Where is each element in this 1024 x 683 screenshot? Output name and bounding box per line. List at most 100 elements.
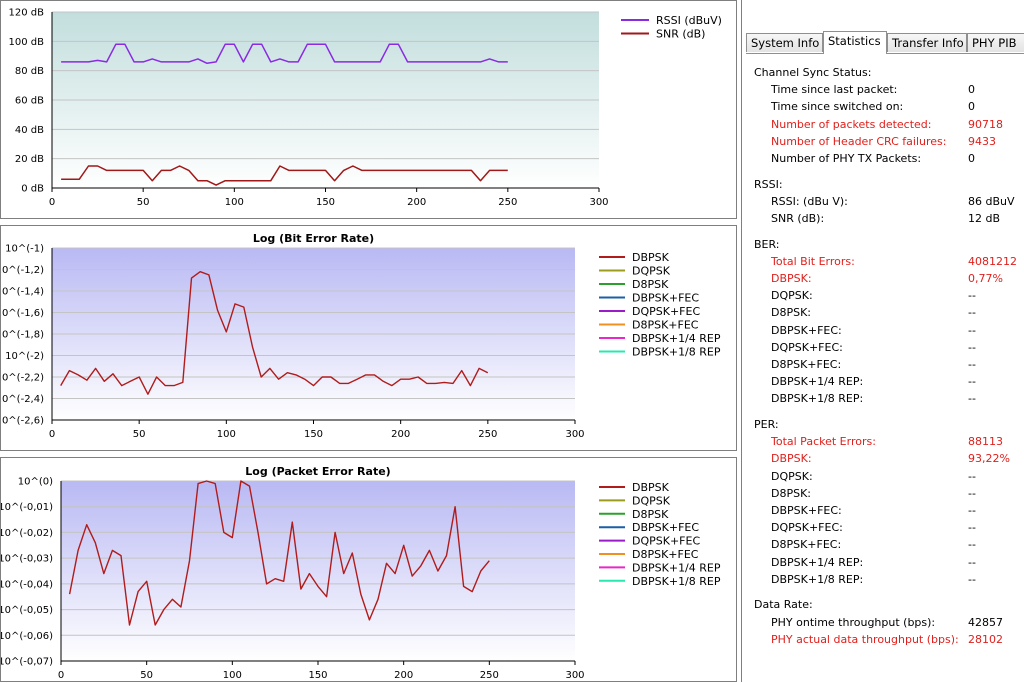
- legend-label: DBPSK+1/4 REP: [632, 561, 721, 574]
- stat-row: SNR (dB): 12 dB: [771, 212, 1001, 225]
- y-tick-label: 10^(-1,8): [1, 330, 44, 341]
- y-tick-label: 10^(-0,04): [1, 579, 53, 590]
- x-tick-label: 150: [308, 670, 327, 681]
- ber-chart-panel: 10^(-2,6) 10^(-2,4) 10^(-2,2) 10^(-2) 10^(-1…: [0, 225, 737, 451]
- legend-label: DBPSK+FEC: [632, 521, 699, 534]
- ber-chart: 10^(-2,6) 10^(-2,4) 10^(-2,2) 10^(-2) 10^(-1…: [1, 232, 721, 440]
- legend-label: D8PSK+FEC: [632, 319, 699, 332]
- x-tick-label: 100: [217, 429, 236, 440]
- y-tick-label: 0 dB: [21, 184, 44, 195]
- x-tick-label: 100: [225, 197, 244, 208]
- tab-phy-pib[interactable]: PHY PIB: [967, 33, 1024, 52]
- y-tick-label: 10^(-0,07): [1, 657, 53, 668]
- rssi-snr-chart: 0 dB 20 dB 40 dB 60 dB 80 dB 100 dB 120 dB 0 50 1…: [9, 8, 722, 209]
- y-tick-label: 10^(0): [18, 477, 53, 488]
- y-tick-label: 10^(-1,6): [1, 308, 44, 319]
- section-header-per: PER:: [754, 418, 779, 432]
- x-tick-label: 50: [140, 670, 153, 681]
- y-tick-label: 10^(-2,6): [1, 416, 44, 427]
- y-tick-label: 10^(-2,2): [1, 373, 44, 384]
- series-line: [61, 165, 508, 186]
- stat-row: DQPSK: --: [771, 289, 976, 303]
- legend-label: DQPSK+FEC: [632, 305, 700, 318]
- y-tick-label: 10^(-0,01): [1, 502, 53, 513]
- x-tick-label: 300: [565, 429, 584, 440]
- y-tick-label: 10^(-0,02): [1, 528, 53, 539]
- x-tick-label: 50: [137, 197, 150, 208]
- y-tick-label: 60 dB: [15, 96, 44, 107]
- stat-row: Number of Header CRC failures: 9433: [771, 134, 996, 148]
- x-tick-label: 150: [304, 429, 323, 440]
- chart-title: Log (Packet Error Rate): [245, 465, 390, 478]
- stat-row: D8PSK+FEC: --: [771, 538, 976, 552]
- legend-label: DQPSK+FEC: [632, 535, 700, 548]
- stat-row: Time since last packet: 0: [771, 83, 975, 97]
- tab-statistics[interactable]: Statistics: [823, 31, 887, 54]
- per-chart-panel: 10^(-0,07) 10^(-0,06) 10^(-0,05) 10^(-0,04)…: [0, 457, 737, 682]
- section-header-channel-sync: Channel Sync Status:: [754, 66, 872, 79]
- series-line: [60, 271, 489, 395]
- stat-row: Number of PHY TX Packets: 0: [771, 151, 975, 165]
- stat-row: Total Bit Errors: 4081212: [771, 254, 1017, 268]
- stat-row: DBPSK+1/4 REP: --: [771, 555, 976, 569]
- stat-row: DQPSK+FEC: --: [771, 521, 976, 535]
- y-tick-label: 10^(-0,05): [1, 605, 53, 616]
- stat-row: DBPSK: 93,22%: [771, 452, 1010, 466]
- y-tick-label: 40 dB: [15, 125, 44, 136]
- legend-label: D8PSK+FEC: [632, 548, 699, 561]
- chart-title: Log (Bit Error Rate): [253, 232, 374, 245]
- y-tick-label: 10^(-1,2): [1, 265, 44, 276]
- x-tick-label: 300: [589, 197, 608, 208]
- x-tick-label: 0: [49, 197, 55, 208]
- y-tick-label: 10^(-0,06): [1, 631, 53, 642]
- stat-row: PHY actual data throughput (bps): 28102: [771, 632, 1003, 646]
- series-line: [68, 480, 490, 626]
- per-chart: 10^(-0,07) 10^(-0,06) 10^(-0,05) 10^(-0,04)…: [1, 465, 721, 681]
- stat-row: DBPSK+FEC: --: [771, 504, 976, 517]
- stat-row: D8PSK: --: [771, 486, 976, 500]
- stat-row: PHY ontime throughput (bps): 42857: [771, 615, 1003, 629]
- y-tick-label: 10^(-1,4): [1, 287, 44, 298]
- statistics-panel: System Info Statistics Transfer Info PHY…: [741, 0, 1024, 682]
- x-tick-label: 300: [565, 670, 584, 681]
- x-tick-label: 250: [480, 670, 499, 681]
- stat-row: DBPSK+FEC: --: [771, 323, 976, 337]
- tab-system-info[interactable]: System Info: [746, 33, 823, 52]
- stat-row: Number of packets detected: 90718: [771, 117, 1003, 131]
- stat-row: D8PSK: --: [771, 306, 976, 320]
- x-tick-label: 50: [133, 429, 146, 440]
- y-tick-label: 10^(-2,4): [1, 394, 44, 405]
- plot-area: [61, 481, 575, 661]
- section-header-data-rate: Data Rate:: [754, 598, 813, 612]
- series-line: [61, 43, 508, 65]
- legend-label: DBPSK+1/4 REP: [632, 332, 721, 345]
- stat-row: Time since switched on: 0: [771, 100, 975, 114]
- legend-label: DBPSK: [632, 251, 670, 264]
- x-tick-label: 200: [407, 197, 426, 208]
- y-tick-label: 10^(-0,03): [1, 554, 53, 565]
- y-tick-label: 80 dB: [15, 66, 44, 77]
- legend-label: DQPSK: [632, 265, 671, 278]
- stat-row: RSSI: (dBu V): 86 dBuV: [771, 194, 1015, 208]
- rssi-snr-chart-panel: 0 dB 20 dB 40 dB 60 dB 80 dB 100 dB 120 dB 0 50 1…: [0, 0, 737, 219]
- tab-transfer-info[interactable]: Transfer Info: [887, 33, 967, 52]
- x-tick-label: 0: [58, 670, 64, 681]
- legend-label: D8PSK: [632, 278, 669, 291]
- legend-label: DBPSK+1/8 REP: [632, 575, 721, 588]
- tab-bar: System Info Statistics Transfer Info PHY…: [746, 31, 1024, 54]
- stat-row: DBPSK+1/4 REP: --: [771, 375, 976, 389]
- legend-label: D8PSK: [632, 508, 669, 521]
- legend-label: DQPSK: [632, 494, 671, 507]
- x-tick-label: 250: [478, 429, 497, 440]
- legend-label: DBPSK+FEC: [632, 292, 699, 305]
- stat-row: D8PSK+FEC: --: [771, 358, 976, 371]
- statistics-list: Channel Sync Status: Time since last pac…: [754, 64, 1020, 648]
- legend-label: DBPSK: [632, 481, 670, 494]
- y-tick-label: 10^(-2): [5, 351, 44, 362]
- legend-label: DBPSK+1/8 REP: [632, 346, 721, 359]
- x-tick-label: 100: [223, 670, 242, 681]
- stat-row: DBPSK+1/8 REP: --: [771, 392, 976, 406]
- x-tick-label: 0: [49, 429, 55, 440]
- x-tick-label: 250: [498, 197, 517, 208]
- stat-row: DQPSK+FEC: --: [771, 340, 976, 354]
